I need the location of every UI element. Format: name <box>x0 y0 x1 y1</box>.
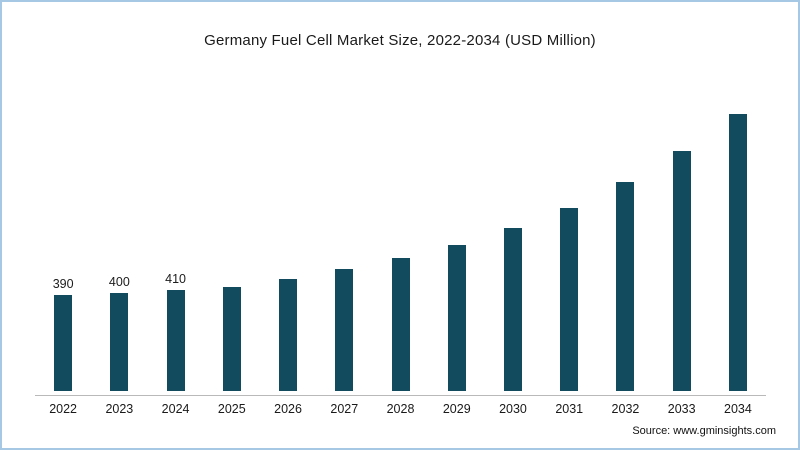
x-axis-tick-label: 2023 <box>105 402 134 416</box>
bar-column <box>204 96 260 391</box>
bar-column <box>710 96 766 391</box>
x-axis-tick-label: 2024 <box>161 402 190 416</box>
x-axis-line <box>35 395 766 396</box>
bar-series: 390 400 410 <box>35 96 766 391</box>
x-axis-tick-label: 2032 <box>611 402 640 416</box>
plot-area: 390 400 410 <box>35 96 766 391</box>
x-axis-tick-label: 2033 <box>667 402 696 416</box>
x-axis-tick-label: 2034 <box>724 402 752 416</box>
chart-title: Germany Fuel Cell Market Size, 2022-2034… <box>204 32 596 49</box>
bar <box>447 244 466 391</box>
bar <box>616 182 635 391</box>
bar <box>503 227 522 391</box>
bar <box>279 279 298 391</box>
bar-column <box>260 96 316 391</box>
x-axis-tick-label: 2031 <box>555 402 584 416</box>
bar-column: 400 <box>91 96 147 391</box>
bar-column <box>654 96 710 391</box>
bar-column <box>372 96 428 391</box>
x-axis-tick-label: 2028 <box>386 402 415 416</box>
bar-value-label: 390 <box>52 277 74 292</box>
bar-column <box>316 96 372 391</box>
bar-column: 410 <box>147 96 203 391</box>
bar-column <box>429 96 485 391</box>
bar-value-label: 410 <box>165 272 187 287</box>
bar <box>728 114 747 391</box>
bar-column <box>541 96 597 391</box>
bar-column <box>597 96 653 391</box>
bar <box>166 290 185 391</box>
bar <box>335 269 354 391</box>
x-axis-tick-label: 2022 <box>49 402 78 416</box>
bar-column <box>485 96 541 391</box>
bar-column: 390 <box>35 96 91 391</box>
bar <box>391 258 410 391</box>
source-text: Source: www.gminsights.com <box>632 425 776 437</box>
x-axis-tick-label: 2026 <box>274 402 302 416</box>
x-axis-tick-label: 2030 <box>499 402 527 416</box>
bar <box>222 286 241 391</box>
bar <box>110 292 129 391</box>
bar-value-label: 400 <box>108 274 130 289</box>
x-axis-tick-label: 2027 <box>330 402 359 416</box>
x-axis-tick-label: 2025 <box>217 402 246 416</box>
bar <box>54 295 73 391</box>
x-axis-tick-label: 2029 <box>442 402 471 416</box>
x-axis-labels: 2022 2023 2024 2025 2026 2027 2028 2029 2030 2031… <box>35 402 766 416</box>
bar <box>672 151 691 391</box>
bar <box>560 207 579 391</box>
